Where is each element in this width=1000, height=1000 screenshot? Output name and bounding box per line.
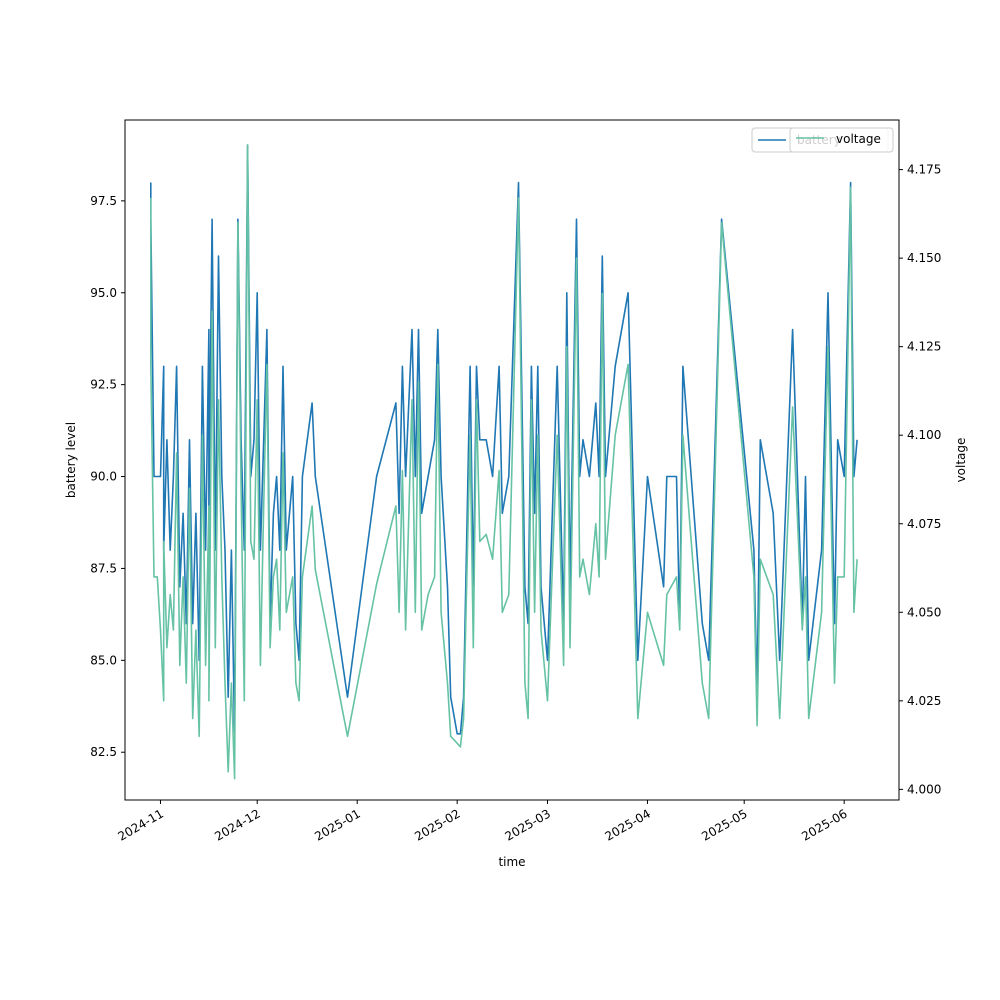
y-right-tick-label: 4.075 [907, 517, 941, 531]
y-left-tick-label: 97.5 [90, 194, 117, 208]
y-left-tick-label: 92.5 [90, 378, 117, 392]
y-right-tick-label: 4.150 [907, 251, 941, 265]
plot-area [150, 144, 858, 780]
y-right-tick-label: 4.025 [907, 694, 941, 708]
legend-voltage-label: voltage [836, 132, 881, 146]
y-left-tick-label: 87.5 [90, 561, 117, 575]
y-left-tick-label: 82.5 [90, 745, 117, 759]
y-left-tick-label: 90.0 [90, 470, 117, 484]
y-right-tick-label: 4.000 [907, 782, 941, 796]
y-right-tick-label: 4.125 [907, 340, 941, 354]
y-left-axis-title: battery level [64, 422, 78, 498]
axes-frame [124, 119, 900, 801]
y-right-axis-title: voltage [954, 438, 968, 483]
series-line-voltage [150, 144, 858, 780]
y-right-tick-label: 4.050 [907, 605, 941, 619]
legend-voltage-frame [789, 127, 894, 153]
y-right-tick-label: 4.175 [907, 163, 941, 177]
x-axis-title: time [498, 855, 525, 869]
y-right-tick-label: 4.100 [907, 428, 941, 442]
y-left-tick-label: 95.0 [90, 286, 117, 300]
legend-voltage: voltage [789, 127, 894, 153]
y-left-tick-label: 85.0 [90, 653, 117, 667]
